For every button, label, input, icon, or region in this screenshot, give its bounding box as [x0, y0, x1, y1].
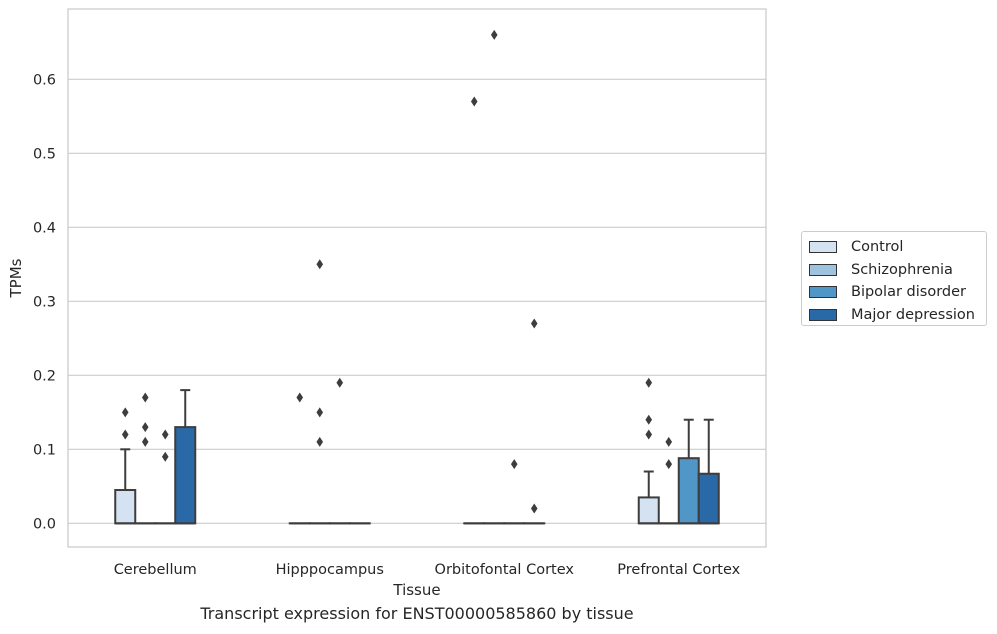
y-tick-label: 0.3	[33, 294, 56, 310]
y-tick-label: 0.2	[33, 368, 56, 384]
legend-label: Major depression	[851, 306, 975, 323]
box-major-depression	[697, 418, 720, 525]
outlier-point	[645, 429, 653, 440]
legend-item: Schizophrenia	[809, 259, 986, 282]
legend-swatch	[809, 308, 837, 321]
box-body	[677, 457, 700, 525]
box-body	[697, 472, 720, 525]
x-tick-label: Orbitofontal Cortex	[435, 562, 575, 578]
outlier-point	[141, 392, 149, 403]
gridlines	[68, 78, 766, 524]
legend: Control Schizophrenia Bipolar disorder Majo…	[801, 231, 987, 326]
y-tick-label: 0.1	[33, 442, 56, 458]
y-axis-label: TPMs	[7, 258, 25, 298]
box-body	[637, 496, 660, 525]
plot-area-frame	[67, 8, 767, 548]
y-tick-label: 0.4	[33, 220, 56, 236]
outlier-point	[141, 422, 149, 433]
box-major-depression	[174, 389, 197, 525]
y-tick-label: 0.6	[33, 72, 56, 88]
x-tick-label: Hipppocampus	[276, 562, 384, 578]
legend-label: Schizophrenia	[851, 261, 953, 278]
y-tick-label: 0.5	[33, 146, 56, 162]
legend-item: Control	[809, 236, 986, 259]
outlier-point	[316, 259, 324, 270]
legend-label: Bipolar disorder	[851, 284, 966, 301]
box-control	[114, 448, 137, 525]
box-bipolar-disorder	[677, 418, 700, 525]
box-body	[174, 426, 197, 525]
outlier-point	[470, 96, 478, 107]
legend-swatch	[809, 286, 837, 299]
outlier-point	[121, 407, 129, 418]
outlier-point	[161, 451, 169, 462]
box-control	[637, 470, 660, 525]
chart-caption: Transcript expression for ENST0000058586…	[200, 604, 634, 623]
x-tick-label: Cerebellum	[114, 562, 197, 578]
outlier-point	[336, 377, 344, 388]
outlier-point	[665, 436, 673, 447]
legend-swatch	[809, 241, 837, 254]
outlier-point	[121, 429, 129, 440]
boxes	[114, 389, 720, 525]
outlier-point	[316, 436, 324, 447]
outlier-point	[510, 459, 518, 470]
outlier-point	[141, 436, 149, 447]
outlier-point	[665, 459, 673, 470]
outlier-point	[645, 414, 653, 425]
outlier-point	[530, 318, 538, 329]
outlier-point	[645, 377, 653, 388]
outlier-point	[161, 429, 169, 440]
legend-label: Control	[851, 239, 904, 256]
y-axis-ticks: 0.0 0.1 0.2 0.3 0.4 0.5 0.6	[33, 72, 56, 532]
outlier-point	[316, 407, 324, 418]
x-tick-label: Prefrontal Cortex	[617, 562, 740, 578]
outlier-point	[296, 392, 304, 403]
legend-item: Bipolar disorder	[809, 281, 986, 304]
x-axis-label: Tissue	[392, 581, 440, 599]
box-body	[114, 489, 137, 525]
outlier-point	[530, 503, 538, 514]
legend-item: Major depression	[809, 304, 986, 327]
legend-swatch	[809, 263, 837, 276]
outlier-point	[490, 29, 498, 40]
outliers	[121, 29, 673, 514]
x-axis-ticks: Cerebellum Hipppocampus Orbitofontal Corte…	[114, 562, 741, 578]
y-tick-label: 0.0	[33, 516, 56, 532]
